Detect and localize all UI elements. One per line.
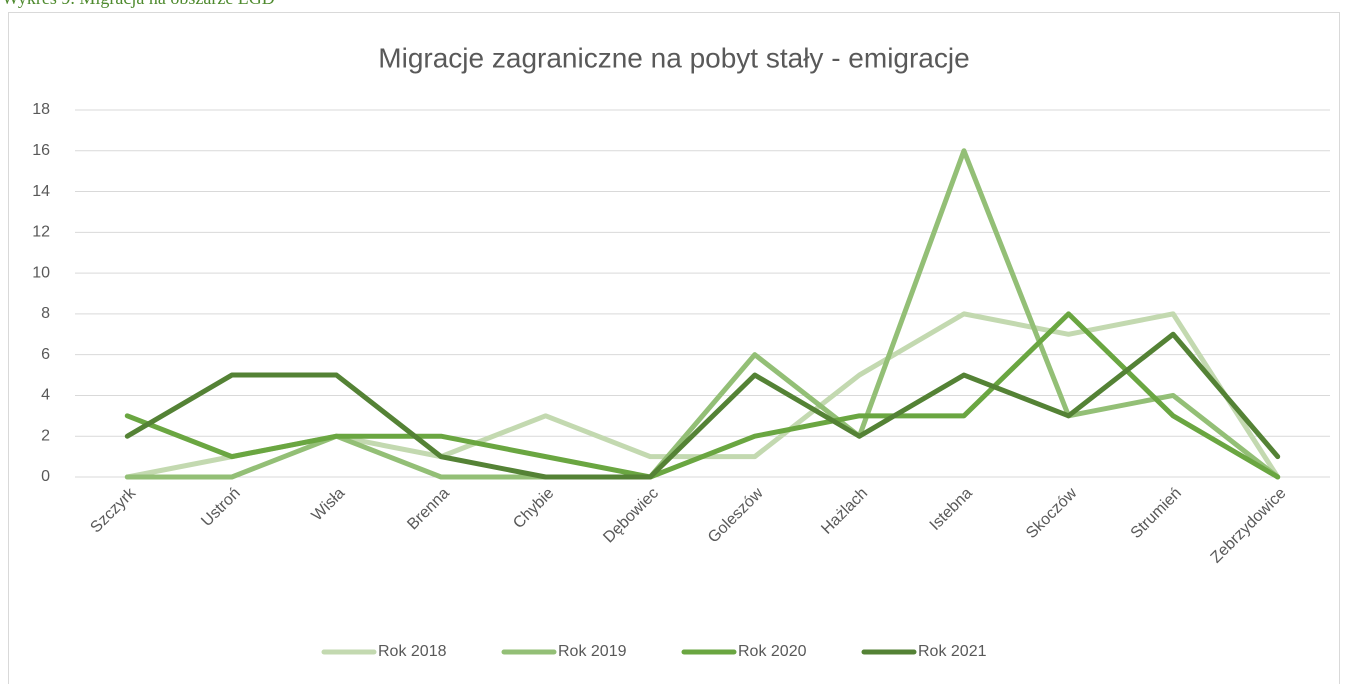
caption: Wykres 9. Migracja na obszarze LGD: [2, 0, 275, 8]
chart-frame: [8, 12, 1340, 684]
y-tick-label: 8: [41, 305, 50, 322]
series-line: [124, 331, 1281, 480]
legend-label: Rok 2020: [738, 643, 807, 660]
y-tick-label: 12: [32, 224, 50, 241]
legend-label: Rok 2021: [918, 643, 987, 660]
y-tick-label: 2: [41, 427, 50, 444]
y-tick-label: 14: [32, 183, 50, 200]
y-tick-label: 18: [32, 101, 50, 118]
legend-label: Rok 2019: [558, 643, 627, 660]
y-tick-label: 10: [32, 264, 50, 281]
series-line: [124, 311, 1281, 480]
chart-title: Migracje zagraniczne na pobyt stały - em…: [378, 42, 969, 73]
y-tick-label: 0: [41, 468, 50, 485]
y-tick-label: 6: [41, 346, 50, 363]
series-line: [124, 148, 1281, 480]
legend-label: Rok 2018: [378, 643, 447, 660]
y-tick-label: 4: [41, 387, 50, 404]
y-tick-label: 16: [32, 142, 50, 159]
